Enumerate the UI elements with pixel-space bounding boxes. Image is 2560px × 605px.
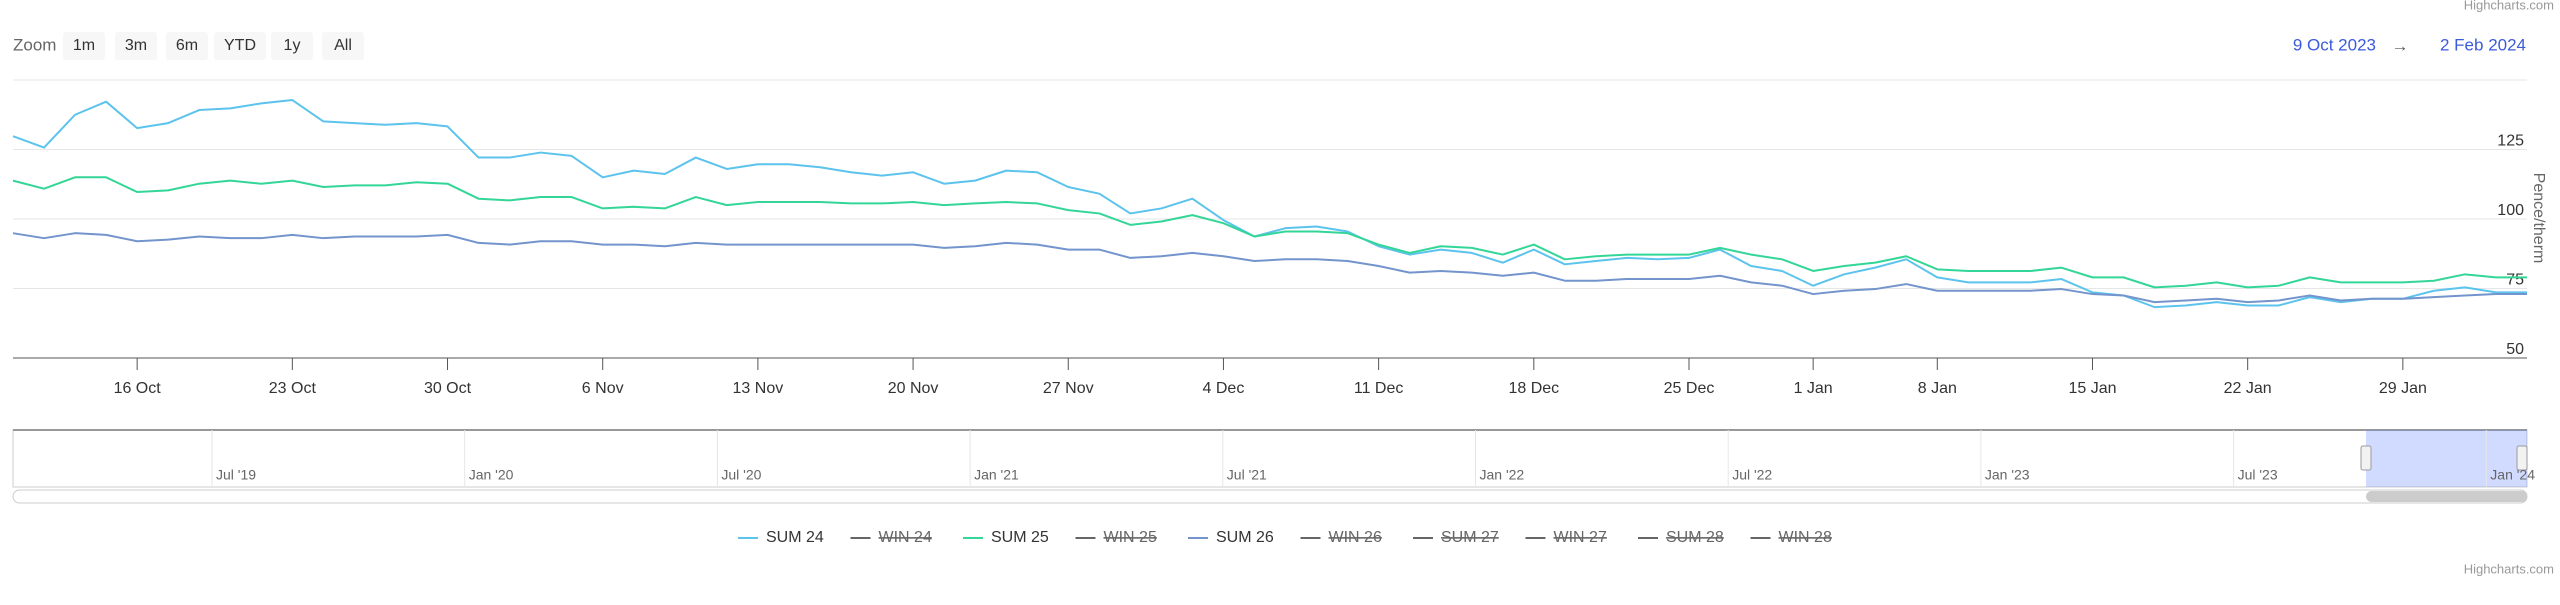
zoom-button[interactable] <box>166 32 208 60</box>
legend-label[interactable]: SUM 28 <box>1666 529 1724 546</box>
navigator-label: Jul '22 <box>1732 467 1772 483</box>
x-tick-label: 22 Jan <box>2224 380 2272 397</box>
navigator-label: Jan '23 <box>1985 467 2030 483</box>
zoom-label: Zoom <box>13 35 56 54</box>
zoom-button-label[interactable]: All <box>334 37 352 54</box>
legend-label[interactable]: SUM 26 <box>1216 529 1274 546</box>
x-tick-label: 20 Nov <box>888 380 939 397</box>
zoom-button-label[interactable]: YTD <box>224 37 256 54</box>
legend-label[interactable]: WIN 25 <box>1104 529 1157 546</box>
y-tick-label: 125 <box>2497 133 2524 150</box>
date-range: 9 Oct 2023 → 2 Feb 2024 <box>2293 35 2526 55</box>
navigator-label: Jul '23 <box>2238 467 2278 483</box>
legend-label[interactable]: WIN 24 <box>879 529 932 546</box>
x-tick-label: 16 Oct <box>114 380 162 397</box>
legend-label[interactable]: SUM 25 <box>991 529 1049 546</box>
navigator-label: Jul '20 <box>721 467 761 483</box>
zoom-button-label[interactable]: 1y <box>284 37 301 54</box>
zoom-button[interactable] <box>63 32 105 60</box>
y-tick-label: 50 <box>2506 341 2524 358</box>
y-tick-label: 75 <box>2506 272 2524 289</box>
x-tick-label: 13 Nov <box>733 380 784 397</box>
credits-top: Highcharts.com <box>2464 0 2554 12</box>
credits: Highcharts.com <box>2464 561 2554 576</box>
navigator-handle[interactable] <box>2360 445 2372 471</box>
zoom-button[interactable] <box>271 32 313 60</box>
x-tick-label: 1 Jan <box>1794 380 1833 397</box>
legend-label[interactable]: WIN 26 <box>1329 529 1382 546</box>
legend-label[interactable]: WIN 28 <box>1779 529 1832 546</box>
x-tick-label: 4 Dec <box>1203 380 1245 397</box>
x-tick-label: 27 Nov <box>1043 380 1094 397</box>
series-line <box>12 176 2527 289</box>
series-line <box>12 232 2527 304</box>
navigator-handle[interactable] <box>2516 445 2528 471</box>
y-axis-title: Pence/therm <box>2530 173 2547 264</box>
x-tick-label: 30 Oct <box>424 380 472 397</box>
zoom-button-label[interactable]: 1m <box>73 37 95 54</box>
navigator-label: Jan '24 <box>2490 467 2535 483</box>
zoom-button[interactable] <box>115 32 157 60</box>
legend-label[interactable]: SUM 27 <box>1441 529 1499 546</box>
legend-label[interactable]: SUM 24 <box>766 529 824 546</box>
x-tick-label: 23 Oct <box>269 380 317 397</box>
series-line <box>12 99 2527 309</box>
navigator-label: Jul '19 <box>216 467 256 483</box>
zoom-button-label[interactable]: 3m <box>125 37 147 54</box>
range-separator: → <box>2392 36 2409 55</box>
scrollbar-thumb[interactable] <box>2366 491 2527 502</box>
range-from[interactable]: 9 Oct 2023 <box>2293 35 2376 54</box>
navigator-label: Jan '21 <box>974 467 1019 483</box>
x-tick-label: 25 Dec <box>1664 380 1715 397</box>
y-tick-label: 100 <box>2497 202 2524 219</box>
zoom-button-label[interactable]: 6m <box>176 37 198 54</box>
x-tick-label: 11 Dec <box>1354 380 1404 397</box>
scrollbar[interactable] <box>12 489 2528 504</box>
navigator-label: Jan '20 <box>469 467 514 483</box>
x-tick-label: 6 Nov <box>582 380 624 397</box>
x-tick-label: 15 Jan <box>2068 380 2116 397</box>
zoom-button[interactable] <box>214 32 266 60</box>
x-tick-label: 18 Dec <box>1508 380 1559 397</box>
navigator <box>12 429 2528 488</box>
x-tick-label: 8 Jan <box>1918 380 1957 397</box>
navigator-label: Jan '22 <box>1480 467 1525 483</box>
zoom-button[interactable] <box>322 32 364 60</box>
legend-label[interactable]: WIN 27 <box>1554 529 1607 546</box>
range-to[interactable]: 2 Feb 2024 <box>2440 35 2526 54</box>
navigator-mask[interactable] <box>2366 430 2527 487</box>
navigator-label: Jul '21 <box>1227 467 1267 483</box>
x-tick-label: 29 Jan <box>2379 380 2427 397</box>
